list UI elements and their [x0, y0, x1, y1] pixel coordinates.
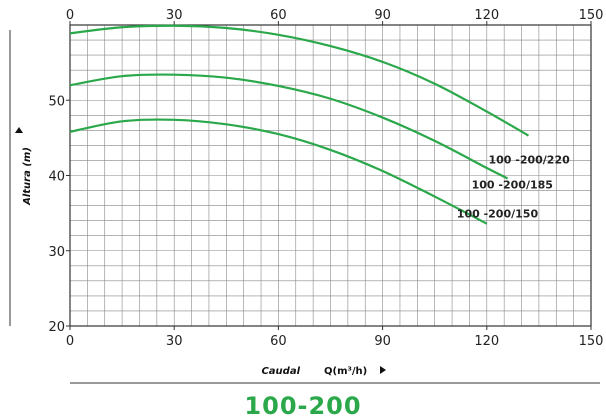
x-tick-label-bottom: 60	[270, 334, 287, 349]
x-tick-label-top: 60	[270, 8, 287, 23]
x-axis-title: Caudal Q(m³/h)	[261, 366, 386, 377]
series-line-100-200-220	[69, 24, 530, 137]
x-tick-label-top: 120	[474, 8, 499, 23]
y-tick-label: 50	[48, 94, 65, 109]
y-axis-label: Altura (m)	[22, 147, 33, 206]
grid	[70, 25, 591, 326]
x-tick-label-bottom: 90	[374, 334, 391, 349]
x-tick-label-bottom: 120	[474, 334, 499, 349]
series-line-100-200-185	[69, 73, 509, 180]
x-axis-label: Caudal	[261, 366, 300, 377]
x-tick-label-bottom: 30	[166, 334, 183, 349]
series-label: 100 -200/185	[472, 179, 553, 192]
axes	[66, 21, 592, 330]
y-tick-label: 40	[48, 170, 65, 185]
tick-labels: 0 0 30 30 60 60 90 90 120 120 150 150 20 30 40 50	[48, 8, 603, 349]
model-title: 100-200	[244, 392, 362, 420]
curve-labels: 100 -200/220 100 -200/185 100 -200/150	[457, 154, 570, 221]
y-tick-label: 30	[48, 245, 65, 260]
x-tick-label-bottom: 150	[579, 334, 604, 349]
y-tick-label: 20	[48, 320, 65, 335]
x-axis-unit: Q(m³/h)	[324, 366, 367, 377]
series-label: 100 -200/150	[457, 208, 539, 221]
series	[69, 24, 530, 225]
x-tick-label-bottom: 0	[66, 334, 74, 349]
series-line-100-200-150	[69, 118, 488, 225]
x-axis-arrow-icon	[380, 366, 386, 374]
series-label: 100 -200/220	[488, 154, 570, 167]
x-tick-label-top: 150	[579, 8, 604, 23]
x-tick-label-top: 90	[374, 8, 391, 23]
y-axis-title: Altura (m)	[15, 127, 33, 206]
y-axis-arrow-icon	[15, 127, 23, 133]
x-tick-label-top: 30	[166, 8, 183, 23]
x-tick-label-top: 0	[66, 8, 74, 23]
